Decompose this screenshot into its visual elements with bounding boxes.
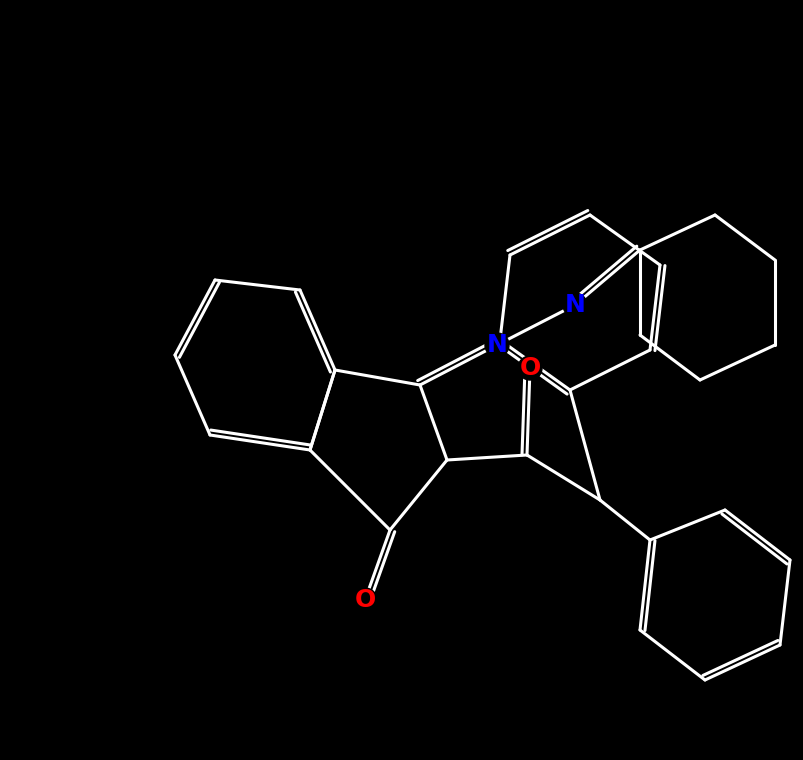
Circle shape	[562, 293, 586, 317]
Text: N: N	[486, 333, 507, 357]
Text: O: O	[354, 588, 375, 612]
Circle shape	[517, 356, 541, 380]
Text: O: O	[519, 356, 540, 380]
Circle shape	[484, 333, 508, 357]
Text: N: N	[564, 293, 585, 317]
Circle shape	[353, 588, 377, 612]
